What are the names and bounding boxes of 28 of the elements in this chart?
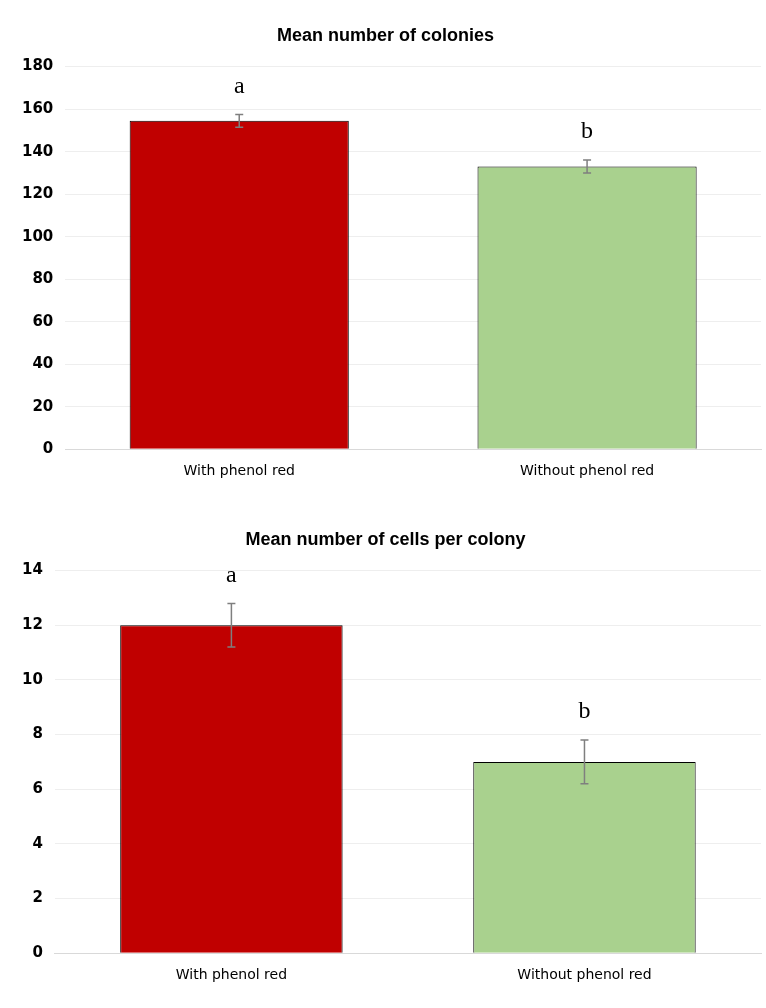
chart-title: Mean number of colonies [276, 24, 495, 45]
y-tick-label: 6 [32, 779, 43, 798]
x-tick-label: Without phenol red [519, 462, 655, 479]
y-tick-label: 20 [32, 396, 54, 415]
x-tick-label: With phenol red [175, 966, 288, 983]
y-tick-label: 12 [22, 615, 43, 634]
y-tick-label: 40 [32, 354, 54, 373]
y-tick-label: 8 [32, 724, 43, 743]
x-tick-label: With phenol red [183, 462, 295, 479]
y-tick-label: 10 [22, 669, 43, 688]
annotation: b [578, 697, 591, 724]
y-tick-label: 140 [22, 141, 54, 160]
y-tick-label: 0 [32, 943, 43, 962]
x-tick-label: Without phenol red [517, 966, 652, 983]
annotation: a [233, 71, 245, 98]
y-tick-label: 60 [32, 311, 54, 330]
annotation: a [226, 560, 238, 587]
y-tick-label: 160 [22, 99, 54, 117]
y-tick-label: 120 [22, 184, 54, 203]
y-tick-label: 2 [32, 888, 43, 907]
annotation: b [581, 117, 594, 144]
y-tick-label: 180 [22, 56, 54, 75]
y-tick-label: 0 [42, 439, 54, 458]
y-tick-label: 4 [32, 833, 43, 852]
chart-title: Mean number of cells per colony [245, 528, 526, 549]
y-tick-label: 100 [22, 226, 54, 245]
y-tick-label: 14 [22, 560, 43, 579]
y-tick-label: 80 [32, 269, 54, 288]
